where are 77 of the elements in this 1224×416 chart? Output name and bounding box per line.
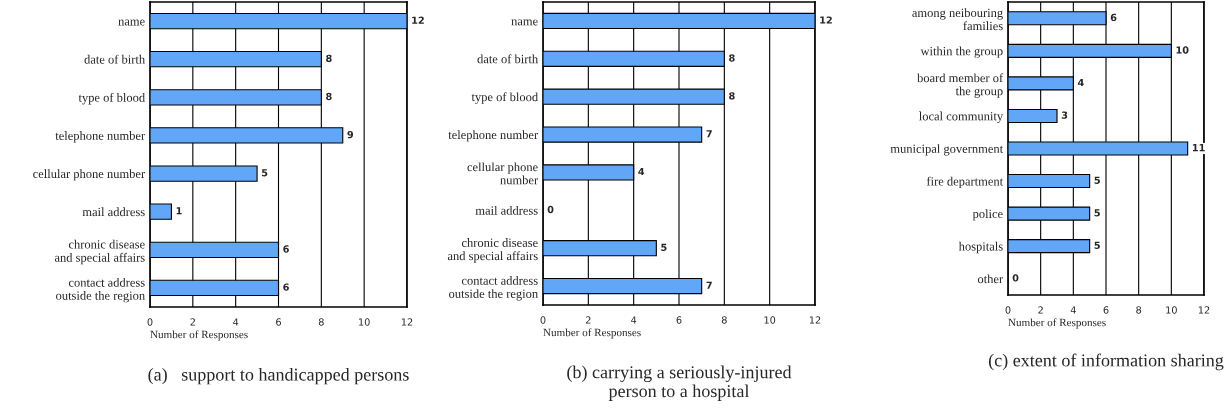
x-tick-label: 6	[676, 316, 682, 324]
y-tick-label: name	[511, 19, 538, 26]
data-label: 8	[326, 92, 332, 101]
data-label: 5	[661, 243, 667, 252]
x-axis-title: Number of Responses	[150, 330, 248, 341]
x-tick-label: 4	[233, 318, 239, 326]
data-label: 6	[1110, 13, 1117, 22]
x-tick-label: 4	[1070, 306, 1076, 314]
x-tick-label: 8	[318, 318, 324, 326]
data-label: 8	[729, 92, 735, 100]
x-axis-title: Number of Responses	[543, 328, 641, 339]
x-tick-label: 10	[764, 316, 776, 324]
x-tick-label: 2	[585, 316, 591, 324]
y-tick-label: type of blood	[78, 92, 145, 105]
text: (b) carrying a seriously-injured person to a hospital	[567, 365, 792, 401]
x-tick-label: 6	[276, 318, 281, 326]
data-label: 0	[1012, 274, 1019, 282]
x-tick-label: 10	[1166, 306, 1177, 314]
x-tick-label: 12	[809, 316, 821, 324]
x-tick-label: 2	[1038, 306, 1043, 314]
x-tick-label: 0	[147, 318, 153, 326]
y-tick-label: telephone number	[55, 131, 146, 143]
data-label: 12	[412, 16, 424, 24]
y-tick-label: contact address outside the region	[449, 276, 538, 301]
y-tick-label: mail address	[475, 205, 538, 215]
x-tick-label: 4	[631, 316, 637, 324]
y-tick-label: among neibouring families	[912, 8, 1003, 31]
y-tick-label: mail address	[82, 207, 145, 217]
data-label: 7	[706, 130, 712, 138]
y-tick-label: type of blood	[471, 92, 538, 104]
y-tick-label: date of birth	[477, 54, 538, 64]
data-label: 6	[283, 283, 289, 291]
data-label: 1	[176, 207, 182, 215]
y-tick-label: chronic disease and special affairs	[447, 238, 538, 263]
y-tick-label: contact address outside the region	[56, 277, 145, 303]
text: (c) extent of information sharing	[988, 353, 1224, 371]
data-label: 5	[262, 169, 268, 177]
data-label: 11	[1192, 144, 1205, 152]
y-tick-label: name	[118, 19, 145, 26]
y-tick-label: police	[972, 209, 1003, 221]
y-tick-label: other	[977, 274, 1004, 284]
y-tick-label: cellular phone number	[33, 169, 146, 181]
y-tick-label: date of birth	[84, 54, 145, 64]
x-axis-title: Number of Responses	[1008, 318, 1106, 329]
x-tick-label: 8	[1136, 306, 1142, 314]
data-label: 5	[1094, 176, 1100, 184]
data-label: 10	[1176, 46, 1189, 54]
y-tick-label: chronic disease and special affairs	[54, 239, 145, 265]
y-tick-label: telephone number	[448, 130, 539, 142]
x-tick-label: 8	[721, 316, 727, 324]
data-label: 0	[547, 205, 554, 214]
x-tick-label: 12	[1198, 306, 1210, 314]
y-tick-label: municipal government	[890, 144, 1004, 156]
data-label: 8	[729, 54, 735, 62]
y-tick-label: fire department	[926, 176, 1004, 189]
y-tick-label: local community	[919, 111, 1004, 123]
data-label: 4	[638, 168, 645, 176]
y-tick-label: hospitals	[958, 241, 1003, 254]
x-tick-label: 0	[1005, 306, 1011, 314]
x-tick-label: 0	[540, 316, 546, 324]
y-tick-label: within the group	[920, 46, 1003, 58]
text: (a) support to handicapped persons	[148, 368, 409, 385]
data-label: 5	[1094, 241, 1100, 249]
data-label: 3	[1061, 111, 1068, 119]
data-label: 4	[1077, 78, 1084, 87]
data-label: 5	[1094, 209, 1100, 217]
data-label: 9	[347, 130, 354, 139]
x-tick-label: 12	[401, 318, 413, 326]
data-label: 12	[820, 16, 832, 24]
data-label: 6	[283, 245, 289, 253]
data-label: 7	[706, 281, 712, 289]
y-tick-label: cellular phone number	[467, 162, 539, 185]
x-tick-label: 2	[190, 318, 195, 326]
data-label: 8	[326, 54, 332, 63]
x-tick-label: 6	[1103, 306, 1109, 314]
y-tick-label: board member of the group	[917, 73, 1004, 98]
x-tick-label: 10	[359, 318, 370, 326]
